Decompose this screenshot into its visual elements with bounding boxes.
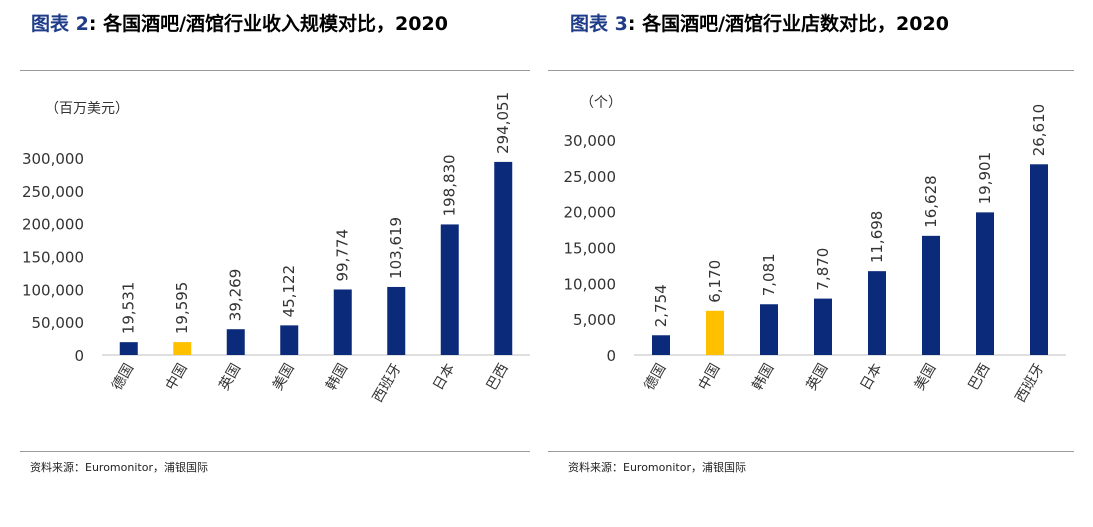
bar xyxy=(922,235,940,355)
category-label: 英国 xyxy=(215,361,244,394)
category-label: 西班牙 xyxy=(370,361,405,405)
figure-colon: : xyxy=(88,13,104,35)
category-label: 日本 xyxy=(858,361,886,393)
chart-title: 各国酒吧/酒馆行业店数对比，2020 xyxy=(642,13,949,35)
data-label: 19,595 xyxy=(173,282,191,335)
bar xyxy=(119,342,138,355)
source-note: 资料来源：Euromonitor，浦银国际 xyxy=(568,461,746,474)
data-label: 45,122 xyxy=(280,265,298,318)
figure-title: 图表 2: 各国酒吧/酒馆行业收入规模对比，2020 xyxy=(31,9,448,36)
source-note: 资料来源：Euromonitor，浦银国际 xyxy=(30,461,208,474)
y-tick-label: 15,000 xyxy=(564,240,617,258)
bar xyxy=(760,304,778,355)
bar xyxy=(333,289,352,355)
chart-panel-revenue: 图表 2: 各国酒吧/酒馆行业收入规模对比，2020 （百万美元） 0 50,000… xyxy=(0,0,530,527)
bar xyxy=(706,310,724,355)
bar xyxy=(226,329,245,355)
figure-label: 图表 xyxy=(31,13,70,35)
unit-label: （个） xyxy=(580,95,622,111)
bar-chart-revenue: （百万美元） 0 50,000 100,000 150,000 200,000 250,00… xyxy=(22,92,530,405)
category-label: 德国 xyxy=(642,361,670,393)
category-label: 中国 xyxy=(163,361,191,393)
y-tick-label: 150,000 xyxy=(22,249,84,267)
figure-colon: : xyxy=(627,13,643,35)
source-rule xyxy=(20,451,530,452)
data-label: 99,774 xyxy=(334,229,352,282)
data-label: 7,870 xyxy=(814,248,832,291)
y-tick-label: 100,000 xyxy=(22,281,84,299)
bar xyxy=(976,212,994,355)
chart-title: 各国酒吧/酒馆行业收入规模对比，2020 xyxy=(103,13,448,35)
category-label: 韩国 xyxy=(750,361,778,393)
data-label: 198,830 xyxy=(441,154,459,216)
category-label: 日本 xyxy=(430,361,458,393)
chart-panel-store-count: 图表 3: 各国酒吧/酒馆行业店数对比，2020 （个） 0 5,000 10,000… xyxy=(548,0,1078,527)
bar xyxy=(1030,164,1048,355)
category-label: 西班牙 xyxy=(1013,361,1048,405)
data-label: 2,754 xyxy=(652,284,670,327)
y-tick-label: 0 xyxy=(74,347,84,365)
category-label: 巴西 xyxy=(484,361,512,393)
y-tick-label: 20,000 xyxy=(564,204,617,222)
data-label: 7,081 xyxy=(760,253,778,296)
data-label: 6,170 xyxy=(706,260,724,303)
data-label: 19,901 xyxy=(976,152,994,205)
data-label: 39,269 xyxy=(227,269,245,322)
data-label: 16,628 xyxy=(922,175,940,228)
bar xyxy=(814,298,832,355)
y-tick-label: 0 xyxy=(606,347,616,365)
title-rule xyxy=(548,70,1074,71)
figure-number: 3 xyxy=(614,13,628,35)
data-label: 11,698 xyxy=(868,211,886,264)
source-rule xyxy=(548,451,1074,452)
bar-chart-store-count: （个） 0 5,000 10,000 15,000 20,000 25,000 30,000 2… xyxy=(564,95,1066,405)
bar xyxy=(868,271,886,355)
y-tick-label: 300,000 xyxy=(22,150,84,168)
y-tick-label: 50,000 xyxy=(32,314,85,332)
title-rule xyxy=(20,70,530,71)
bar xyxy=(387,286,406,355)
bar xyxy=(494,161,513,355)
bar xyxy=(652,335,670,355)
data-label: 26,610 xyxy=(1030,104,1048,157)
bar xyxy=(173,342,192,355)
y-tick-label: 25,000 xyxy=(564,168,617,186)
y-tick-label: 250,000 xyxy=(22,183,84,201)
data-label: 19,531 xyxy=(120,282,138,335)
category-label: 英国 xyxy=(803,361,832,394)
category-label: 德国 xyxy=(109,361,137,393)
bar xyxy=(440,224,459,355)
y-tick-label: 30,000 xyxy=(564,132,617,150)
figure-label: 图表 xyxy=(570,13,609,35)
unit-label: （百万美元） xyxy=(45,101,129,117)
category-label: 巴西 xyxy=(966,361,994,393)
data-label: 294,051 xyxy=(494,92,512,154)
category-label: 美国 xyxy=(912,361,940,393)
data-label: 103,619 xyxy=(387,217,405,279)
y-tick-label: 5,000 xyxy=(573,311,616,329)
category-label: 美国 xyxy=(270,361,298,393)
category-label: 中国 xyxy=(696,361,724,393)
category-label: 韩国 xyxy=(323,361,351,393)
figure-title: 图表 3: 各国酒吧/酒馆行业店数对比，2020 xyxy=(570,9,949,36)
y-tick-label: 200,000 xyxy=(22,216,84,234)
y-tick-label: 10,000 xyxy=(564,275,617,293)
figure-number: 2 xyxy=(75,13,89,35)
bar xyxy=(280,325,299,355)
